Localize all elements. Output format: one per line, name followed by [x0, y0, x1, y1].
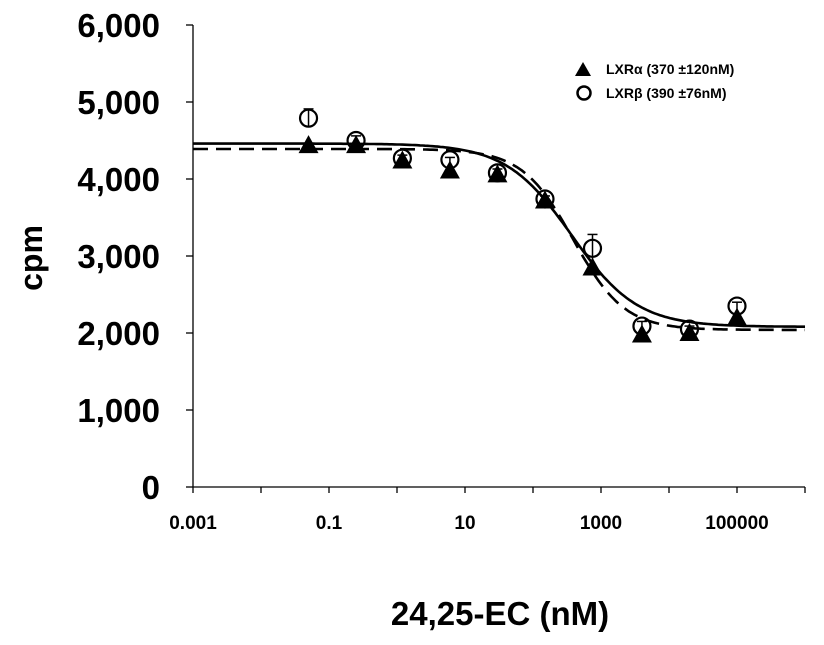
y-tick-label: 2,000 [77, 315, 160, 352]
data-point-lxr-beta [440, 150, 460, 170]
legend-label: LXRα (370 ±120nM) [606, 61, 734, 77]
y-tick-label: 4,000 [77, 161, 160, 198]
y-tick-label: 1,000 [77, 392, 160, 429]
fit-curve-lxr-alpha [193, 142, 805, 329]
x-tick-label: 100000 [705, 513, 768, 534]
x-axis-label: 24,25-EC (nM) [391, 595, 609, 632]
legend-marker-circle [576, 85, 592, 101]
data-point-lxr-beta [679, 319, 700, 339]
data-point-lxr-beta [727, 296, 747, 316]
x-tick-label: 10 [454, 513, 475, 534]
legend-item-lxr-beta: LXRβ (390 ±76nM) [576, 85, 726, 101]
y-tick-label: 0 [142, 469, 160, 506]
x-tick-label: 0.1 [316, 513, 343, 534]
y-axis-label: cpm [13, 225, 49, 291]
fit-curve-lxr-beta [193, 147, 805, 332]
x-tick-label: 1000 [580, 513, 622, 534]
axes: 0 1,000 2,000 3,000 4,000 5,000 6,000 0.001 0.1 1… [77, 7, 806, 534]
data-point-lxr-beta [298, 108, 319, 128]
data-point-lxr-beta [487, 163, 508, 183]
x-tick-label: 0.001 [169, 513, 217, 534]
data-point-lxr-alpha [727, 307, 747, 326]
data-point-lxr-beta [535, 189, 555, 209]
data-point-lxr-alpha [298, 135, 319, 154]
fit-curves [193, 142, 805, 332]
data-point-lxr-alpha [582, 257, 603, 276]
y-tick-label: 5,000 [77, 84, 160, 121]
legend-marker-triangle [575, 62, 591, 76]
data-point-lxr-beta [632, 316, 652, 336]
y-tick-label: 3,000 [77, 238, 160, 275]
legend: LXRα (370 ±120nM) LXRβ (390 ±76nM) [575, 61, 734, 101]
data-point-lxr-beta [392, 148, 412, 168]
legend-item-lxr-alpha: LXRα (370 ±120nM) [575, 61, 734, 77]
y-tick-label: 6,000 [77, 7, 160, 44]
legend-label: LXRβ (390 ±76nM) [606, 85, 726, 101]
data-point-lxr-beta [582, 238, 603, 258]
data-point-lxr-beta [346, 130, 366, 151]
data-point-lxr-alpha [439, 160, 460, 179]
data-points [298, 108, 747, 343]
